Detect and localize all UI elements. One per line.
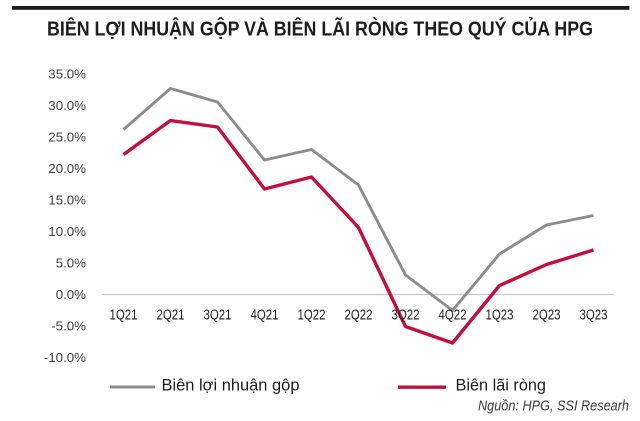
svg-text:3Q22: 3Q22 xyxy=(392,307,420,324)
svg-text:Nguồn: HPG, SSI Researh: Nguồn: HPG, SSI Researh xyxy=(478,398,629,415)
svg-text:0.0%: 0.0% xyxy=(56,287,86,302)
svg-text:4Q21: 4Q21 xyxy=(251,307,279,324)
svg-text:-10.0%: -10.0% xyxy=(44,350,86,365)
svg-text:20.0%: 20.0% xyxy=(48,161,86,176)
svg-text:2Q21: 2Q21 xyxy=(157,307,185,324)
svg-text:25.0%: 25.0% xyxy=(48,129,86,144)
svg-text:Biên lợi nhuận gộp: Biên lợi nhuận gộp xyxy=(162,376,300,395)
svg-text:15.0%: 15.0% xyxy=(48,192,86,207)
svg-text:3Q23: 3Q23 xyxy=(580,307,608,324)
svg-text:5.0%: 5.0% xyxy=(56,255,86,270)
svg-text:10.0%: 10.0% xyxy=(48,224,86,239)
svg-text:-5.0%: -5.0% xyxy=(51,318,86,333)
svg-text:1Q22: 1Q22 xyxy=(298,307,326,324)
svg-text:1Q23: 1Q23 xyxy=(486,307,514,324)
svg-text:2Q22: 2Q22 xyxy=(345,307,373,324)
svg-text:30.0%: 30.0% xyxy=(48,98,86,113)
svg-text:Biên lãi ròng: Biên lãi ròng xyxy=(456,376,547,395)
svg-text:2Q23: 2Q23 xyxy=(533,307,561,324)
svg-text:1Q21: 1Q21 xyxy=(110,307,138,324)
svg-text:4Q22: 4Q22 xyxy=(439,307,467,324)
svg-text:3Q21: 3Q21 xyxy=(204,307,232,324)
svg-text:BIÊN LỢI NHUẬN GỘP VÀ BIÊN LÃI: BIÊN LỢI NHUẬN GỘP VÀ BIÊN LÃI RÒNG THEO… xyxy=(47,17,593,41)
svg-text:35.0%: 35.0% xyxy=(48,66,86,81)
